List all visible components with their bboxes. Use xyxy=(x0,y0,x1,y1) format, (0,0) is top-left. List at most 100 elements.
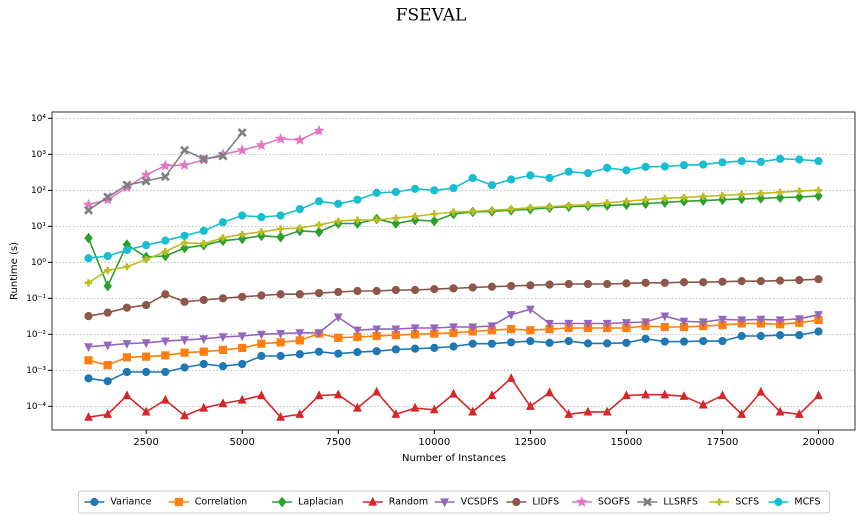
marker xyxy=(641,162,650,171)
legend-label: VCSDFS xyxy=(461,497,499,508)
marker xyxy=(257,230,266,242)
marker xyxy=(218,218,228,227)
marker xyxy=(276,411,286,421)
marker xyxy=(526,336,535,346)
marker xyxy=(679,195,689,207)
series xyxy=(84,373,823,421)
marker xyxy=(468,283,477,292)
series xyxy=(84,305,823,353)
marker xyxy=(602,406,612,416)
marker xyxy=(564,409,574,418)
marker xyxy=(507,324,516,334)
marker xyxy=(430,210,438,218)
legend-marker xyxy=(277,496,287,508)
marker xyxy=(121,181,133,193)
y-tick-label: 10⁻⁴ xyxy=(26,402,46,412)
marker xyxy=(180,336,189,346)
marker xyxy=(238,359,247,369)
marker xyxy=(180,297,189,306)
legend-marker xyxy=(774,497,783,507)
marker xyxy=(699,195,708,206)
marker xyxy=(660,197,670,208)
marker xyxy=(487,390,497,400)
marker xyxy=(429,324,439,334)
marker xyxy=(161,250,170,262)
series-line xyxy=(88,189,819,284)
marker xyxy=(334,333,343,342)
marker xyxy=(449,388,458,398)
marker xyxy=(161,290,170,299)
marker xyxy=(775,276,785,285)
marker xyxy=(756,277,765,286)
marker xyxy=(718,191,727,200)
series-line xyxy=(88,377,820,419)
marker xyxy=(180,363,189,372)
marker xyxy=(660,337,669,346)
marker xyxy=(584,201,592,209)
marker xyxy=(313,124,325,136)
marker xyxy=(487,282,497,291)
marker xyxy=(795,331,804,340)
y-tick-label: 10² xyxy=(31,186,46,196)
marker xyxy=(372,347,381,356)
legend-label: Random xyxy=(389,497,428,508)
marker xyxy=(756,386,766,396)
marker xyxy=(180,239,189,247)
marker xyxy=(142,367,151,377)
marker xyxy=(257,291,266,300)
marker xyxy=(295,329,305,339)
series xyxy=(83,128,247,215)
marker xyxy=(296,224,304,232)
marker xyxy=(430,186,439,195)
marker xyxy=(159,159,171,171)
marker xyxy=(237,332,247,342)
legend-label: LIDFS xyxy=(532,497,559,508)
marker xyxy=(218,333,228,343)
marker xyxy=(391,345,400,354)
marker xyxy=(256,330,266,340)
marker xyxy=(641,389,651,399)
marker xyxy=(641,278,650,287)
marker xyxy=(180,348,189,357)
marker xyxy=(295,350,304,359)
marker xyxy=(814,186,823,194)
marker xyxy=(602,319,612,329)
legend-marker xyxy=(440,498,450,508)
marker xyxy=(545,319,554,329)
x-tick-label: 15000 xyxy=(610,437,642,448)
x-axis-label: Number of Instances xyxy=(402,453,506,464)
marker xyxy=(660,312,670,322)
marker xyxy=(795,155,804,164)
marker xyxy=(507,338,516,347)
marker xyxy=(410,285,420,295)
marker xyxy=(641,318,651,328)
legend-marker xyxy=(715,498,723,506)
marker xyxy=(679,391,689,400)
marker xyxy=(180,231,189,240)
marker xyxy=(237,394,247,404)
marker xyxy=(314,390,324,400)
marker xyxy=(276,231,285,243)
marker xyxy=(391,409,401,418)
marker xyxy=(794,315,804,325)
marker xyxy=(410,402,420,412)
marker xyxy=(814,390,823,400)
marker xyxy=(699,278,708,287)
marker xyxy=(122,180,132,190)
marker xyxy=(430,343,439,352)
marker xyxy=(102,193,114,205)
marker xyxy=(756,157,765,166)
x-tick-label: 10000 xyxy=(418,437,450,448)
marker xyxy=(199,347,208,356)
marker xyxy=(603,279,612,289)
marker xyxy=(564,336,573,346)
marker xyxy=(160,394,170,404)
marker xyxy=(103,251,112,261)
marker xyxy=(487,322,497,332)
marker xyxy=(410,324,420,334)
y-tick-label: 10¹ xyxy=(31,222,46,232)
marker xyxy=(391,325,401,335)
marker xyxy=(718,390,727,400)
marker xyxy=(103,280,112,292)
